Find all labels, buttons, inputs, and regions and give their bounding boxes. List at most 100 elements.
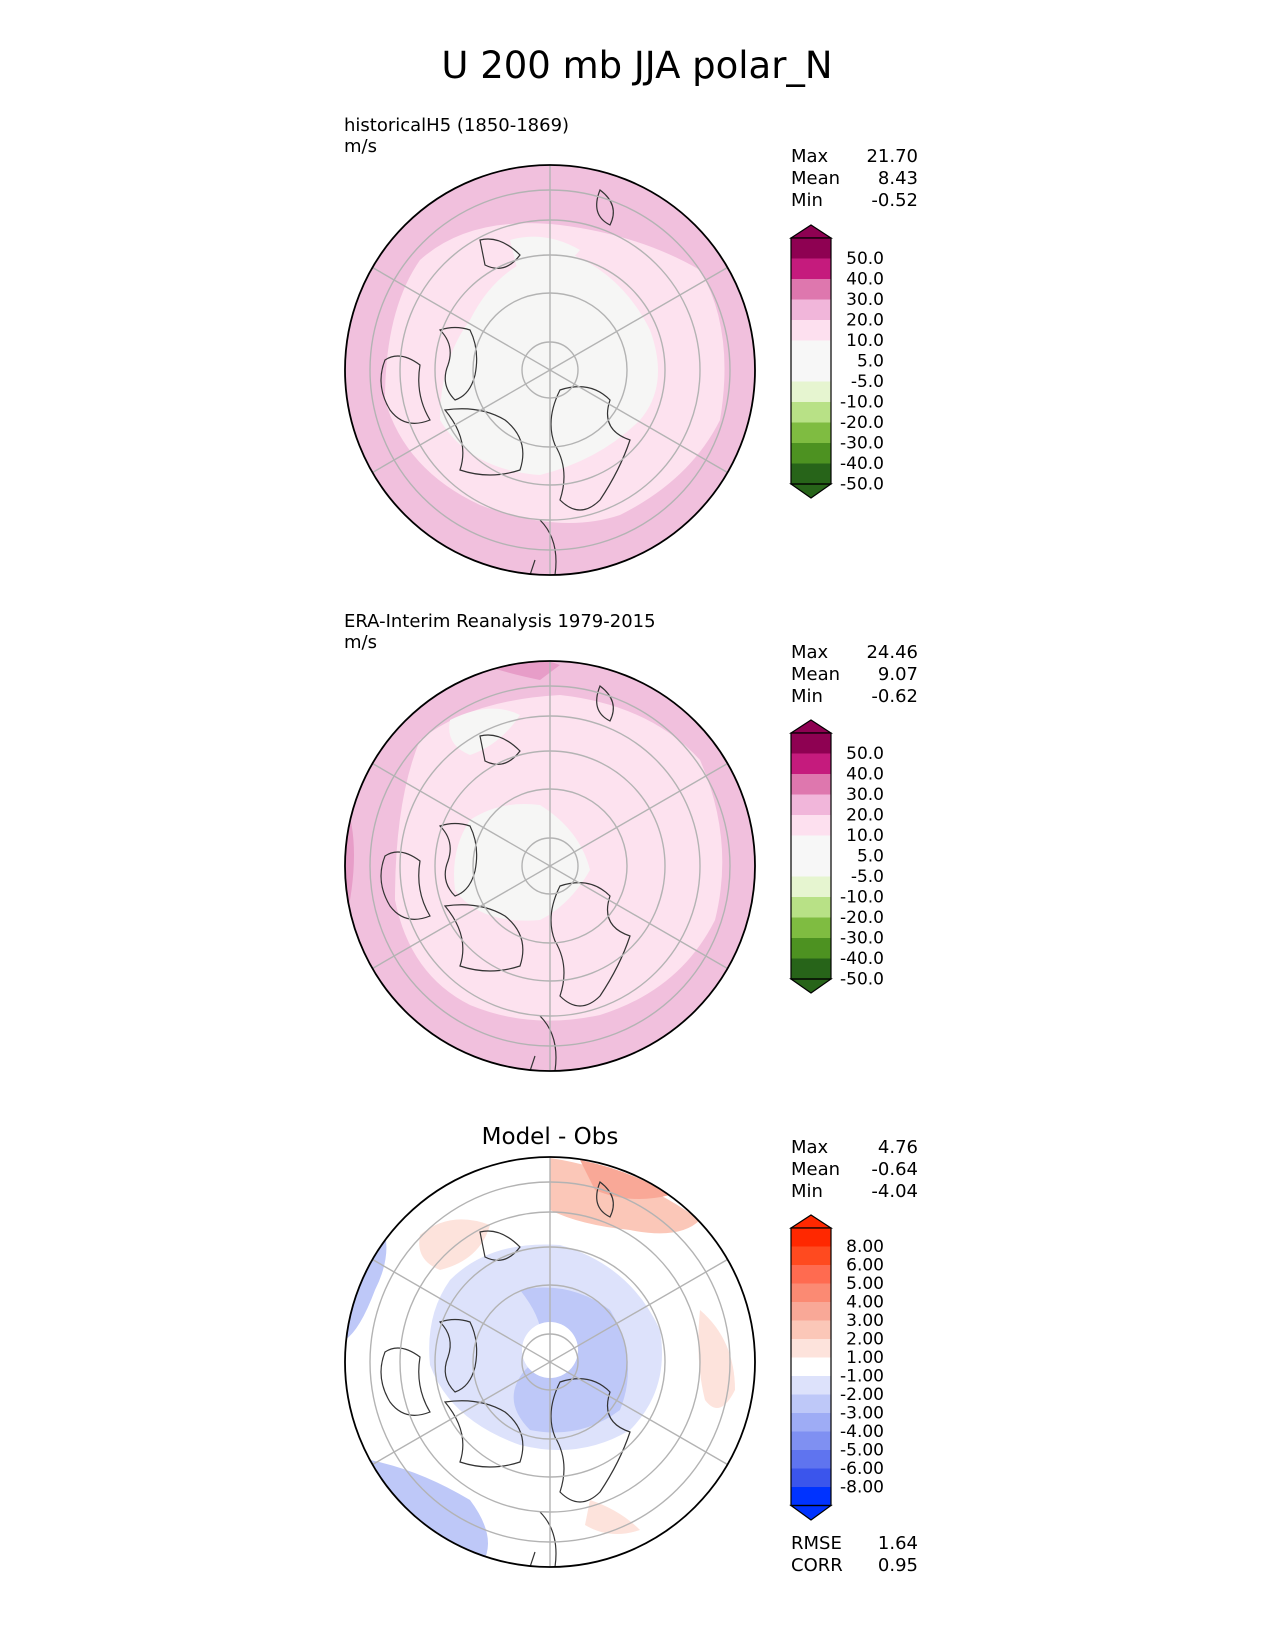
metric-value: 0.95 — [878, 1555, 918, 1576]
colorbar-tick: -50.0 — [840, 475, 884, 495]
stat-value: 24.46 — [866, 642, 918, 663]
coastlines — [380, 1181, 631, 1567]
stat-value: -4.04 — [871, 1181, 918, 1202]
field-band-5 — [449, 708, 520, 755]
stat-label: Min — [791, 1181, 823, 1202]
colorbar-tick: -20.0 — [840, 908, 884, 928]
colorbar-tick: -10.0 — [840, 393, 884, 413]
stat-value: -0.62 — [871, 686, 918, 707]
colorbar-segment — [791, 1228, 831, 1247]
metric-value: 1.64 — [878, 1533, 918, 1554]
colorbar-segment — [791, 238, 831, 259]
colorbar-segment — [791, 1320, 831, 1339]
colorbar-segment — [791, 876, 831, 897]
stats-block: Max 21.70 Mean 8.43 Min -0.52 — [791, 146, 918, 211]
colorbar-segment — [791, 1283, 831, 1302]
colorbar-segment — [791, 753, 831, 774]
stats-block: Max 4.76 Mean -0.64 Min -4.04 — [791, 1137, 918, 1202]
polar-map — [345, 661, 755, 1071]
colorbar-segment — [791, 1394, 831, 1413]
metric-label: CORR — [791, 1555, 843, 1576]
stats-block: Max 24.46 Mean 9.07 Min -0.62 — [791, 642, 918, 707]
stat-label: Max — [791, 642, 829, 663]
colorbar-segment — [791, 794, 831, 815]
colorbar-segment — [791, 1357, 831, 1376]
colorbar-tick: 30.0 — [846, 785, 884, 805]
field-positive — [698, 1310, 735, 1408]
field-band-5 — [510, 236, 580, 280]
colorbar-tick: -3.00 — [840, 1404, 884, 1424]
colorbar-tick: 2.00 — [846, 1330, 884, 1350]
colorbar-segment — [791, 815, 831, 836]
colorbar-tick: 5.0 — [857, 352, 884, 372]
colorbar-frame — [790, 732, 832, 980]
colorbar-tick: 10.0 — [846, 826, 884, 846]
colorbar-tick: -5.00 — [840, 1441, 884, 1461]
stat-label: Max — [791, 146, 829, 167]
colorbar-tick: -20.0 — [840, 413, 884, 433]
colorbar-tick: -30.0 — [840, 434, 884, 454]
colorbar-tick: 3.00 — [846, 1311, 884, 1331]
colorbar-tick: -8.00 — [840, 1478, 884, 1498]
stat-label: Min — [791, 686, 823, 707]
colorbar-segment — [791, 897, 831, 918]
colorbar-tick: -5.0 — [851, 867, 884, 887]
colorbar-segment — [791, 443, 831, 464]
colorbar-segment — [791, 402, 831, 423]
polar-map — [345, 165, 755, 575]
colorbar-extend-min — [789, 978, 833, 994]
figure-title: U 200 mb JJA polar_N — [441, 44, 832, 87]
coastlines — [380, 685, 631, 1071]
colorbar-tick: -50.0 — [840, 970, 884, 990]
panel-units: m/s — [344, 136, 377, 157]
colorbar-segment — [791, 1413, 831, 1432]
colorbar-extend-max — [788, 719, 834, 734]
colorbar-frame — [790, 1227, 832, 1507]
colorbar-tick: 4.00 — [846, 1293, 884, 1313]
panel-subtitle: Model - Obs — [482, 1124, 619, 1150]
polar-map — [345, 1157, 755, 1567]
field-band-5 — [440, 250, 658, 475]
stat-value: 8.43 — [878, 168, 918, 189]
map-boundary — [344, 1156, 756, 1568]
colorbar-segment — [791, 381, 831, 402]
stat-value: -0.52 — [871, 190, 918, 211]
colorbar-segment — [791, 1468, 831, 1487]
panel-units: m/s — [344, 632, 377, 653]
panel-subtitle: ERA-Interim Reanalysis 1979-2015 — [344, 611, 656, 632]
colorbar-segment — [791, 258, 831, 279]
colorbar-tick: 8.00 — [846, 1237, 884, 1257]
metrics-block: RMSE 1.64 CORR 0.95 — [791, 1533, 918, 1576]
colorbar: 50.0 40.0 30.0 20.0 10.0 5.0 -5.0 -10.0 … — [788, 719, 884, 994]
stat-label: Min — [791, 190, 823, 211]
colorbar-tick: -4.00 — [840, 1422, 884, 1442]
colorbar-segment — [791, 856, 831, 877]
stat-value: 21.70 — [866, 146, 918, 167]
colorbar-segment — [791, 361, 831, 382]
colorbar-tick: 10.0 — [846, 331, 884, 351]
colorbar-tick: 30.0 — [846, 290, 884, 310]
map-boundary — [344, 660, 756, 1072]
colorbar-segment — [791, 320, 831, 341]
colorbar-tick: 6.00 — [846, 1256, 884, 1276]
colorbar-tick: -1.00 — [840, 1367, 884, 1387]
colorbar-segment — [791, 1246, 831, 1265]
colorbar-segment — [791, 1487, 831, 1506]
panel-diff: Model - Obs Max 4.76 Mean -0.64 Min -4.0… — [344, 1124, 918, 1576]
colorbar-tick: 50.0 — [846, 744, 884, 764]
colorbar-tick: 5.0 — [857, 847, 884, 867]
colorbar-extend-max — [788, 1214, 834, 1229]
colorbar-tick: -6.00 — [840, 1459, 884, 1479]
stat-label: Max — [791, 1137, 829, 1158]
colorbar-segment — [791, 422, 831, 443]
colorbar-segment — [791, 279, 831, 300]
colorbar-tick: 40.0 — [846, 765, 884, 785]
panel-subtitle: historicalH5 (1850-1869) — [344, 115, 569, 136]
colorbar-frame — [790, 237, 832, 485]
colorbar-segment — [791, 958, 831, 979]
colorbar-tick: -2.00 — [840, 1385, 884, 1405]
colorbar: 8.00 6.00 5.00 4.00 3.00 2.00 1.00 -1.00… — [788, 1214, 884, 1521]
graticule — [369, 1157, 731, 1567]
graticule — [369, 661, 731, 1071]
colorbar-tick: -5.0 — [851, 372, 884, 392]
